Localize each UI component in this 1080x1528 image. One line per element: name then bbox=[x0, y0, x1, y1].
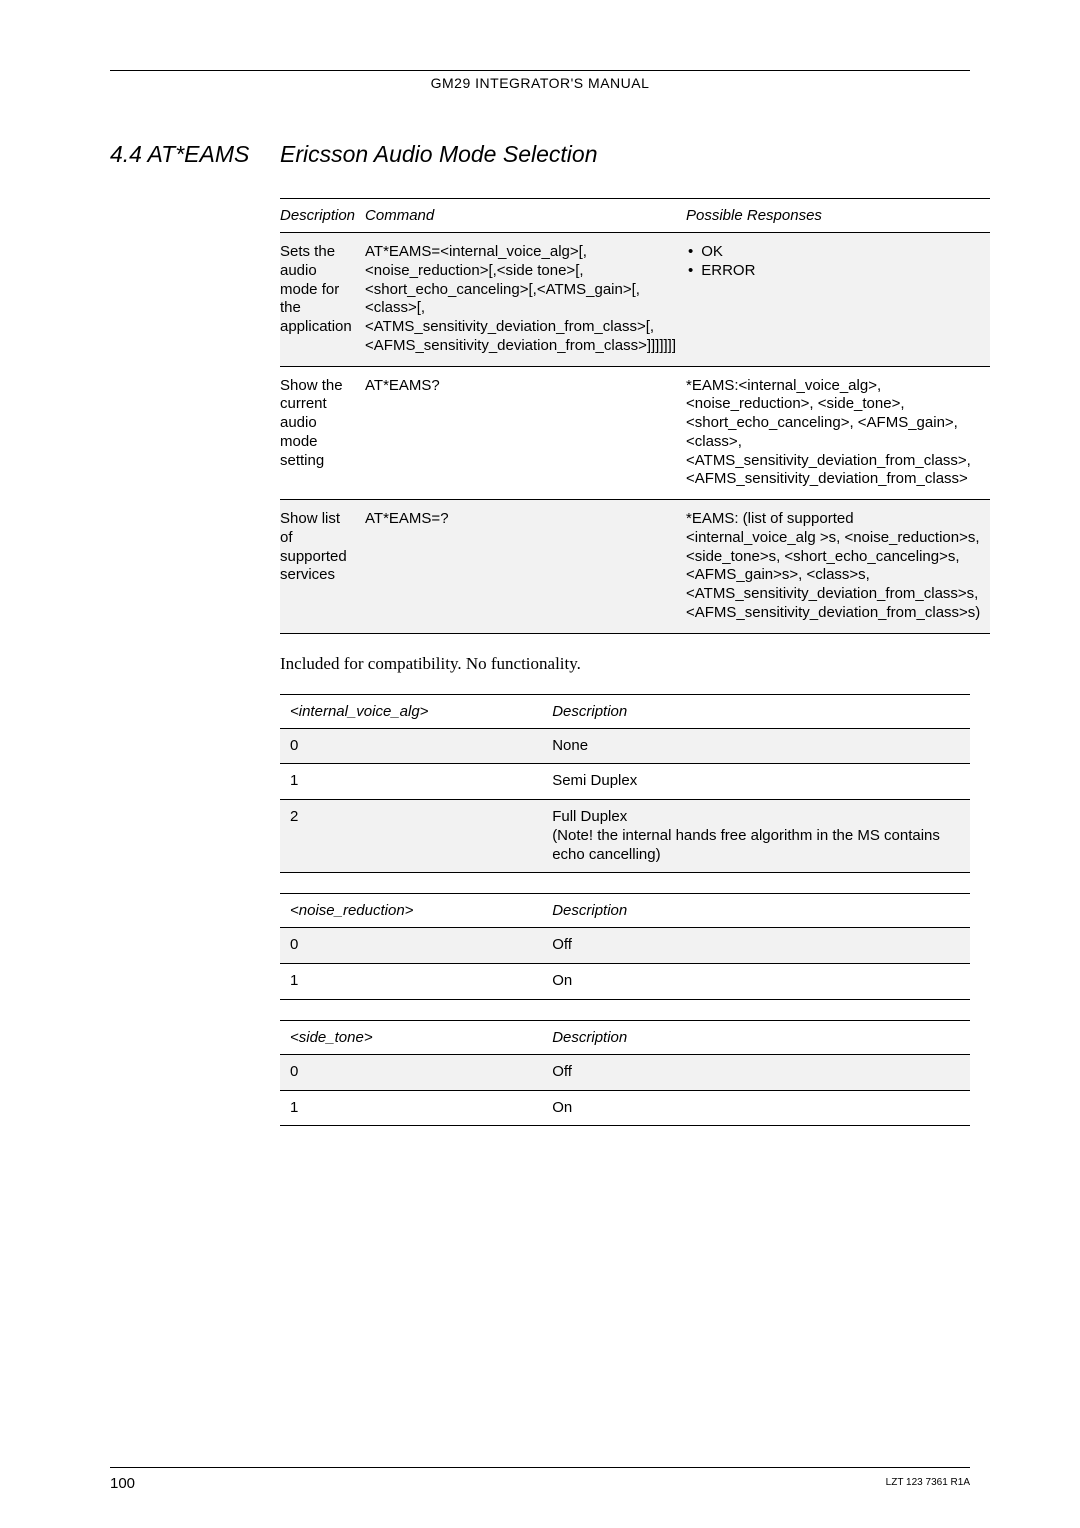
param-table-side-tone: <side_tone> Description 0 Off 1 On bbox=[280, 1020, 970, 1127]
cell-responses: *EAMS: (list of supported <internal_voic… bbox=[686, 500, 990, 634]
param-value: Full Duplex (Note! the internal hands fr… bbox=[542, 800, 970, 873]
cell-description: Show list of supported services bbox=[280, 500, 365, 634]
cell-responses: *EAMS:<internal_voice_alg>, <noise_reduc… bbox=[686, 366, 990, 500]
section-heading: 4.4 AT*EAMS Ericsson Audio Mode Selectio… bbox=[110, 141, 970, 168]
param-table-noise-reduction: <noise_reduction> Description 0 Off 1 On bbox=[280, 893, 970, 1000]
header-title: GM29 INTEGRATOR'S MANUAL bbox=[110, 75, 970, 91]
param-header-left: <internal_voice_alg> bbox=[280, 694, 542, 728]
table-header-responses: Possible Responses bbox=[686, 199, 990, 233]
compatibility-note: Included for compatibility. No functiona… bbox=[280, 654, 970, 674]
param-key: 1 bbox=[280, 764, 542, 800]
table-row: Show the current audio mode setting AT*E… bbox=[280, 366, 990, 500]
cell-description: Show the current audio mode setting bbox=[280, 366, 365, 500]
content-body: Description Command Possible Responses S… bbox=[280, 198, 970, 1126]
param-value: Off bbox=[542, 1054, 970, 1090]
table-row: 0 None bbox=[280, 728, 970, 764]
page-number: 100 bbox=[110, 1475, 135, 1492]
header-rule bbox=[110, 70, 970, 71]
table-row: 1 Semi Duplex bbox=[280, 764, 970, 800]
table-row: 0 Off bbox=[280, 1054, 970, 1090]
response-item: OK bbox=[688, 243, 980, 262]
section-number: 4.4 AT*EAMS bbox=[110, 141, 280, 168]
param-value: None bbox=[542, 728, 970, 764]
table-row: Show list of supported services AT*EAMS=… bbox=[280, 500, 990, 634]
response-item: ERROR bbox=[688, 262, 980, 281]
footer-reference: LZT 123 7361 R1A bbox=[886, 1477, 970, 1488]
command-table: Description Command Possible Responses S… bbox=[280, 198, 990, 634]
param-key: 2 bbox=[280, 800, 542, 873]
table-row: 1 On bbox=[280, 1090, 970, 1126]
cell-command: AT*EAMS=<internal_voice_alg>[,<noise_red… bbox=[365, 233, 686, 367]
param-header-right: Description bbox=[542, 694, 970, 728]
param-key: 0 bbox=[280, 1054, 542, 1090]
param-header-left: <noise_reduction> bbox=[280, 894, 542, 928]
param-value: On bbox=[542, 1090, 970, 1126]
param-key: 1 bbox=[280, 1090, 542, 1126]
param-table-voice-alg: <internal_voice_alg> Description 0 None … bbox=[280, 694, 970, 874]
param-value: Off bbox=[542, 928, 970, 964]
param-header-right: Description bbox=[542, 1020, 970, 1054]
section-title: Ericsson Audio Mode Selection bbox=[280, 141, 598, 168]
param-header-left: <side_tone> bbox=[280, 1020, 542, 1054]
param-header-right: Description bbox=[542, 894, 970, 928]
page-container: GM29 INTEGRATOR'S MANUAL 4.4 AT*EAMS Eri… bbox=[0, 0, 1080, 1176]
param-value: On bbox=[542, 964, 970, 1000]
cell-command: AT*EAMS=? bbox=[365, 500, 686, 634]
footer-rule bbox=[110, 1467, 970, 1468]
table-header-description: Description bbox=[280, 199, 365, 233]
table-row: Sets the audio mode for the application … bbox=[280, 233, 990, 367]
cell-command: AT*EAMS? bbox=[365, 366, 686, 500]
param-key: 1 bbox=[280, 964, 542, 1000]
cell-description: Sets the audio mode for the application bbox=[280, 233, 365, 367]
table-row: 0 Off bbox=[280, 928, 970, 964]
table-row: 2 Full Duplex (Note! the internal hands … bbox=[280, 800, 970, 873]
cell-responses: OK ERROR bbox=[686, 233, 990, 367]
param-key: 0 bbox=[280, 928, 542, 964]
param-value: Semi Duplex bbox=[542, 764, 970, 800]
table-header-command: Command bbox=[365, 199, 686, 233]
param-key: 0 bbox=[280, 728, 542, 764]
table-row: 1 On bbox=[280, 964, 970, 1000]
